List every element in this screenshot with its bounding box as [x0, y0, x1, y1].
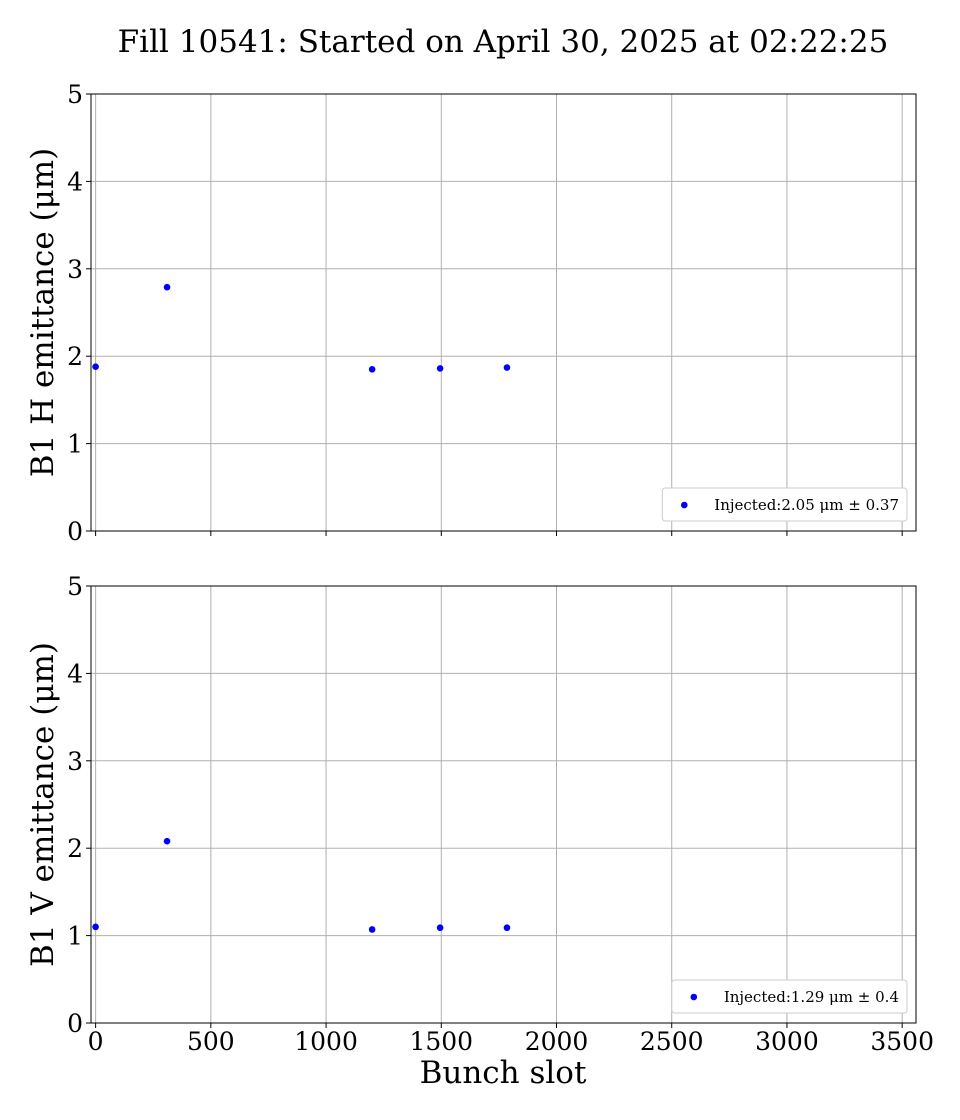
h-emittance-panel: 0 1 2 3 4 5 B1 H emittance (μm) Injected:2.05…	[25, 80, 917, 546]
v-y-tick-label: 0	[67, 1009, 83, 1038]
h-data-point	[368, 366, 376, 373]
v-y-tick-label: 4	[67, 659, 83, 688]
x-tick-label: 3000	[755, 1027, 819, 1056]
x-axis-label: Bunch slot	[420, 1055, 587, 1091]
x-tick-label: 0	[88, 1027, 104, 1056]
h-data-point	[163, 283, 171, 291]
h-y-tick-label: 5	[67, 80, 83, 109]
v-emittance-y-axis-label: B1 V emittance (μm)	[25, 642, 61, 967]
v-data-point	[368, 926, 376, 933]
v-data-point	[92, 923, 99, 931]
h-data-point	[92, 363, 99, 370]
v-emittance-legend: Injected:1.29 μm ± 0.4	[671, 979, 908, 1014]
h-emittance-legend: Injected:2.05 μm ± 0.37	[661, 487, 908, 522]
x-tick-label: 1500	[409, 1027, 473, 1056]
v-y-tick-label: 1	[67, 922, 83, 951]
v-y-tick-label: 3	[67, 747, 83, 776]
v-emittance-panel: 0 500 1000 1500 2000 2500 3000 3500 0 1 2 3 4 5 B1 V …	[25, 572, 934, 1056]
h-y-tick-label: 1	[67, 430, 83, 459]
x-tick-label: 3500	[870, 1027, 934, 1056]
v-y-tick-label: 2	[67, 834, 83, 863]
h-y-tick-label: 4	[67, 167, 83, 196]
x-tick-label: 2500	[640, 1027, 704, 1056]
h-emittance-y-axis-label: B1 H emittance (μm)	[25, 148, 61, 478]
v-y-tick-label: 5	[67, 572, 83, 601]
x-tick-label: 500	[187, 1027, 235, 1056]
h-emittance-legend-label: Injected:2.05 μm ± 0.37	[714, 496, 899, 514]
chart-title: Fill 10541: Started on April 30, 2025 at…	[118, 24, 889, 60]
v-data-point	[163, 837, 171, 845]
h-y-tick-label: 2	[67, 342, 83, 371]
v-data-point	[436, 924, 444, 932]
h-y-tick-label: 3	[67, 255, 83, 284]
v-data-point	[503, 924, 511, 932]
x-tick-label: 2000	[525, 1027, 589, 1056]
v-plot-frame	[90, 585, 917, 1024]
x-tick-label: 1000	[294, 1027, 358, 1056]
h-data-point	[436, 365, 444, 372]
v-emittance-legend-label: Injected:1.29 μm ± 0.4	[724, 988, 899, 1006]
h-y-tick-label: 0	[67, 517, 83, 546]
h-data-point	[503, 364, 511, 371]
h-plot-frame	[90, 93, 917, 532]
